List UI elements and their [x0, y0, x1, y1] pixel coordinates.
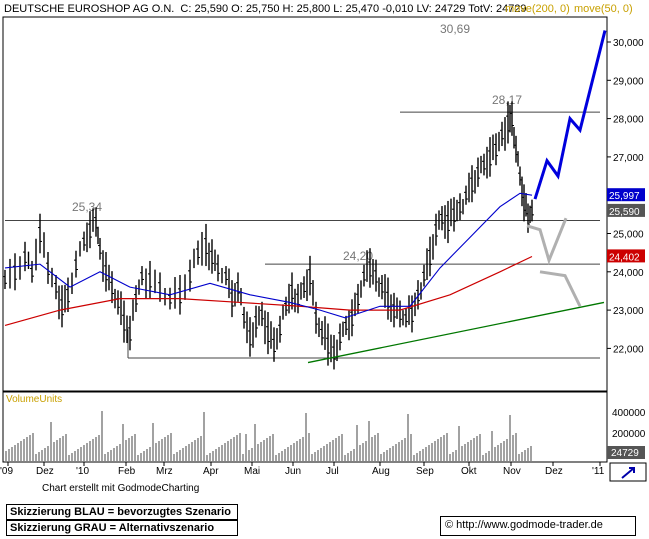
volume-label: VolumeUnits [6, 394, 62, 405]
y-tick-label: 22,000 [613, 344, 644, 355]
y-tick-label: 25,000 [613, 230, 644, 241]
level-label: 30,69 [440, 22, 470, 36]
y-tick-label: 30,000 [613, 38, 644, 49]
note-blue-scenario: Skizzierung BLAU = bevorzugtes Szenario [6, 504, 238, 520]
x-tick-label: Jun [285, 466, 301, 477]
ma50-line [4, 192, 533, 319]
gray-scenario-path-2 [539, 270, 582, 307]
quote-values: C: 25,590 O: 25,750 H: 25,800 L: 25,470 … [180, 3, 526, 15]
x-tick-label: '09 [0, 466, 13, 477]
x-tick-label: Feb [118, 466, 136, 477]
volume-tick-label: 200000 [612, 429, 646, 440]
trend-line [307, 301, 605, 364]
volume-panel [2, 391, 608, 463]
x-tick-label: Nov [503, 466, 521, 477]
x-tick-label: '10 [76, 466, 89, 477]
close-value-tag: 25,590 [609, 207, 640, 218]
blue-scenario-path [533, 30, 607, 200]
x-tick-label: '11 [592, 466, 605, 477]
level-label: 28,17 [492, 93, 522, 107]
x-tick-label: Jul [326, 466, 339, 477]
volume-tick-label: 400000 [612, 408, 646, 419]
ma200-line [4, 255, 533, 326]
header-symbol-quote: DEUTSCHE EUROSHOP AG O.N. C: 25,590 O: 2… [4, 3, 527, 15]
y-tick-label: 23,000 [613, 306, 644, 317]
price-panel [2, 16, 608, 392]
note-gray-scenario: Skizzierung GRAU = Alternativszenario [6, 520, 238, 536]
source-url[interactable]: © http://www.godmode-trader.de [440, 516, 636, 536]
volume-last-value: 24729 [611, 448, 639, 459]
close-value-tag-bg [607, 203, 645, 217]
y-tick-label: 29,000 [613, 76, 644, 87]
level-label: 24,20 [343, 249, 373, 263]
x-tick-label: Dez [545, 466, 563, 477]
gray-scenario-path [526, 217, 568, 265]
ma200-legend: move(200, 0) [505, 3, 570, 15]
x-tick-label: Okt [461, 466, 477, 477]
x-tick-label: Dez [36, 466, 54, 477]
x-tick-label: Apr [203, 466, 219, 477]
x-tick-label: Mrz [156, 466, 173, 477]
ma50-value-tag-bg [607, 188, 645, 202]
x-tick-label: Aug [372, 466, 390, 477]
chart-credit: Chart erstellt mit GodmodeCharting [42, 483, 200, 494]
symbol-name: DEUTSCHE EUROSHOP AG O.N. [4, 3, 174, 15]
y-tick-label: 28,000 [613, 115, 644, 126]
ma50-legend: move(50, 0) [574, 3, 633, 15]
y-tick-label: 24,000 [613, 268, 644, 279]
ma200-value-tag-bg [607, 249, 645, 263]
ma200-value-tag: 24,402 [609, 252, 640, 263]
arrow-icon [621, 467, 635, 479]
level-label: 25,34 [72, 200, 102, 214]
y-tick-label: 27,000 [613, 153, 644, 164]
x-tick-label: Mai [244, 466, 260, 477]
x-tick-label: Sep [416, 466, 434, 477]
ma50-value-tag: 25,997 [609, 191, 640, 202]
volume-last-bg [607, 446, 645, 459]
